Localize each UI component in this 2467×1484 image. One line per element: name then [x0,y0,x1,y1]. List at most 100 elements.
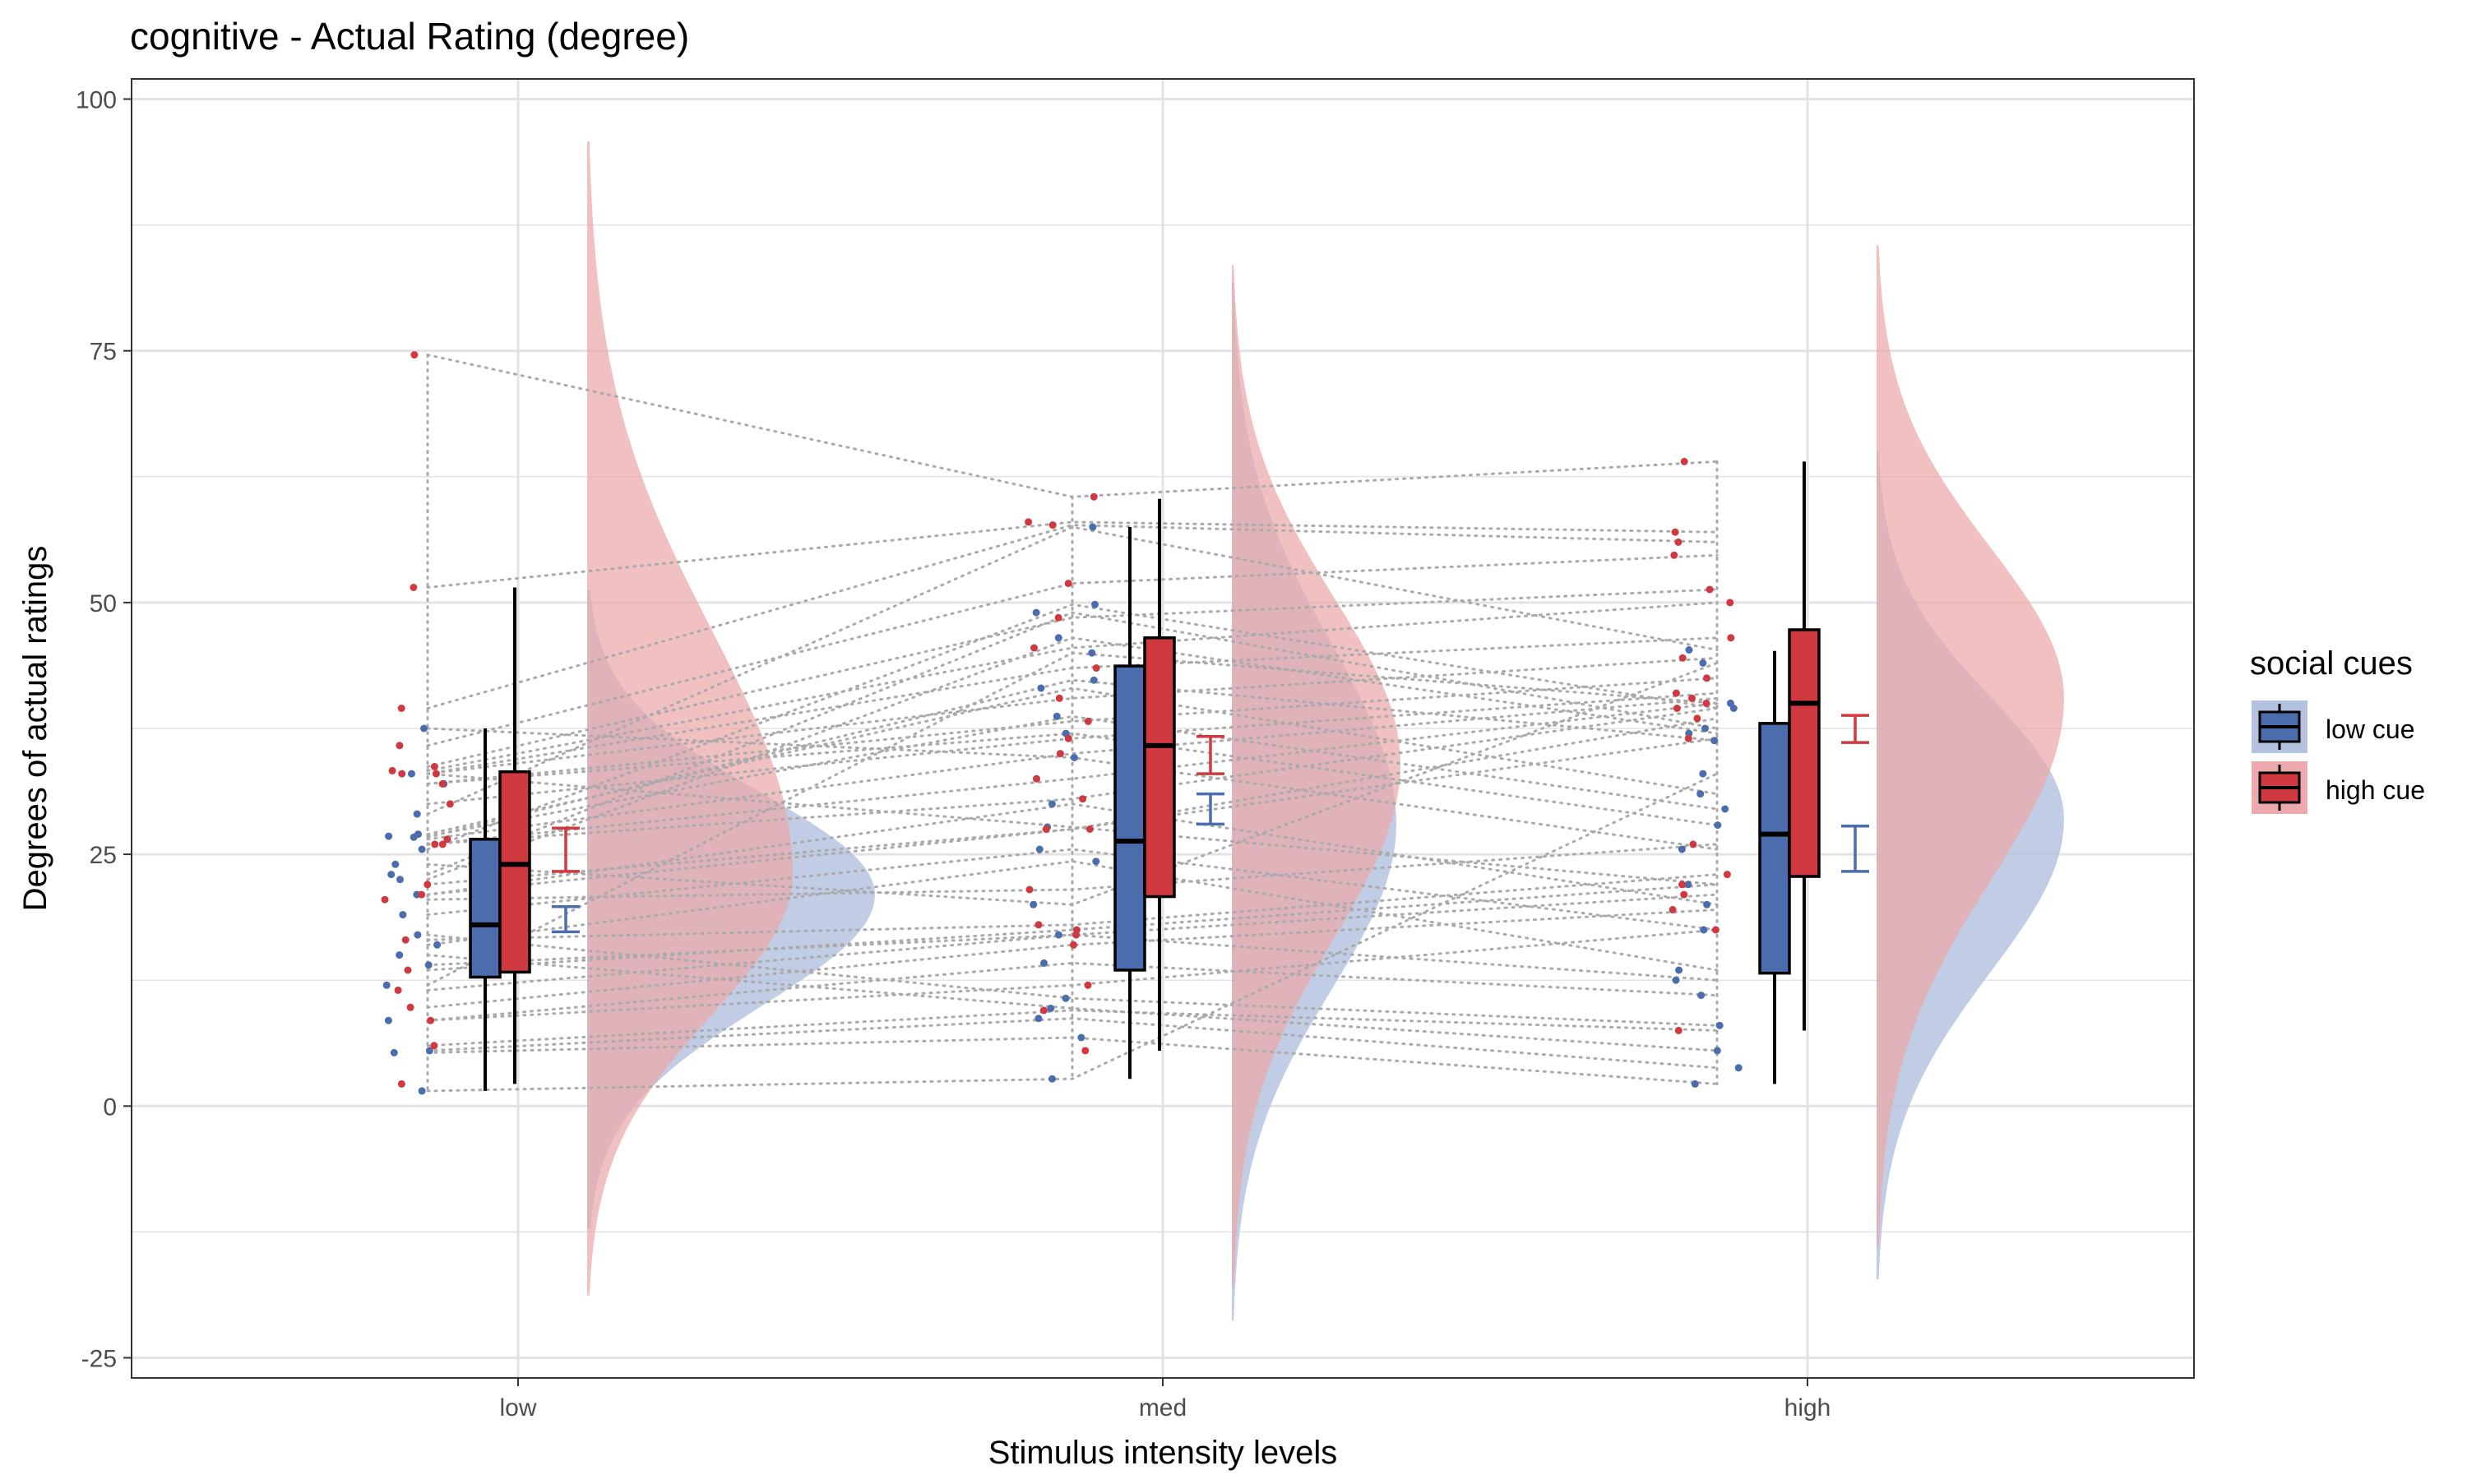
data-point [1702,699,1710,707]
data-point [425,1047,433,1055]
box-iqr [498,770,531,974]
subject-lines [426,354,1719,1093]
density-cloud-high-med [1232,265,1400,1288]
data-point [420,724,428,733]
data-point [1703,674,1710,682]
boxplot-low-med[interactable] [1113,527,1146,1079]
error-bar-low-high [1841,825,1869,873]
data-point [1092,858,1100,866]
data-point [1035,845,1044,853]
subject-line [426,611,1719,876]
data-point [1671,528,1679,536]
boxplot-high-high[interactable] [1788,461,1821,1031]
error-bar-high-med [1196,735,1224,775]
subject-line [426,520,1719,589]
data-point [438,779,447,788]
data-point [387,871,396,879]
subject-line [426,1017,1719,1070]
data-point [1680,890,1688,899]
data-point [1710,737,1719,745]
data-point [1669,906,1677,913]
axes: -25 0 25 50 75 100 low med high [76,86,1831,1422]
subject-line [426,678,1719,839]
data-point [397,1079,405,1088]
boxplot-high-low[interactable] [498,587,531,1084]
data-point [1678,845,1686,853]
data-point [1675,966,1683,974]
data-point [1042,825,1050,833]
legend-item-high-cue[interactable]: high cue [2252,761,2425,814]
data-point [1703,900,1711,908]
data-point [399,911,407,919]
y-tick-label: 100 [76,86,117,113]
data-point [396,951,404,959]
legend-item-low-cue[interactable]: low cue [2252,700,2415,753]
data-point [1048,1075,1056,1083]
data-point [1040,959,1048,967]
subject-line [426,1009,1719,1047]
x-tick-label: high [1784,1394,1831,1422]
y-tick-label: 25 [90,842,117,869]
data-point [410,584,418,591]
subject-line [426,696,1719,841]
error-bar-high-low [552,826,580,873]
data-point [1037,684,1045,692]
data-point [1734,1064,1743,1072]
data-point [424,881,432,889]
data-point [397,705,405,712]
y-axis-label: Degrees of actual ratings [17,546,53,912]
data-point [1696,790,1705,798]
data-point [414,931,422,939]
data-point [1715,1021,1724,1029]
data-point [431,840,439,848]
data-point [382,981,391,989]
data-point [1030,644,1038,652]
density-cloud-high-high [1877,245,2064,1247]
data-point [391,860,400,868]
x-axis-label: Stimulus intensity levels [988,1435,1338,1471]
boxplot-low-high[interactable] [1758,650,1791,1084]
data-point [1070,754,1078,761]
data-point [1727,634,1735,642]
data-point [1054,931,1062,939]
data-point [1039,1006,1048,1015]
subject-line [426,717,1719,886]
subject-line [426,601,1719,772]
box-iqr [1758,722,1791,975]
box-iqr [1788,628,1821,878]
data-point [414,830,422,839]
box-iqr [469,837,502,979]
subject-line [426,772,1719,1093]
data-point [404,966,412,974]
y-tick-label: 0 [103,1093,117,1121]
data-point [1693,714,1701,723]
data-point [438,840,447,848]
data-point [1048,521,1057,529]
data-point [446,800,454,808]
x-tick-label: low [499,1394,536,1422]
data-point [418,1087,426,1095]
data-point [396,876,404,884]
data-point [1091,600,1099,608]
legend-label-low-cue: low cue [2326,714,2415,744]
data-point [1670,551,1678,559]
data-point [1079,795,1087,803]
data-point [443,835,451,844]
data-point [1674,1026,1682,1034]
data-point [1033,774,1040,783]
data-point [424,961,433,969]
data-point [1085,825,1094,833]
data-point [1726,599,1734,607]
data-point [1034,921,1043,929]
data-points [381,351,1743,1095]
legend: social cues low cue high cue [2250,645,2425,814]
error-bar-high-high [1841,714,1869,744]
data-point [1055,694,1063,702]
data-point [1070,941,1077,949]
boxplot-high-med[interactable] [1143,498,1176,1051]
data-point [418,845,426,853]
data-point [1053,712,1061,720]
data-point [1701,724,1709,733]
subject-line [426,772,1719,886]
